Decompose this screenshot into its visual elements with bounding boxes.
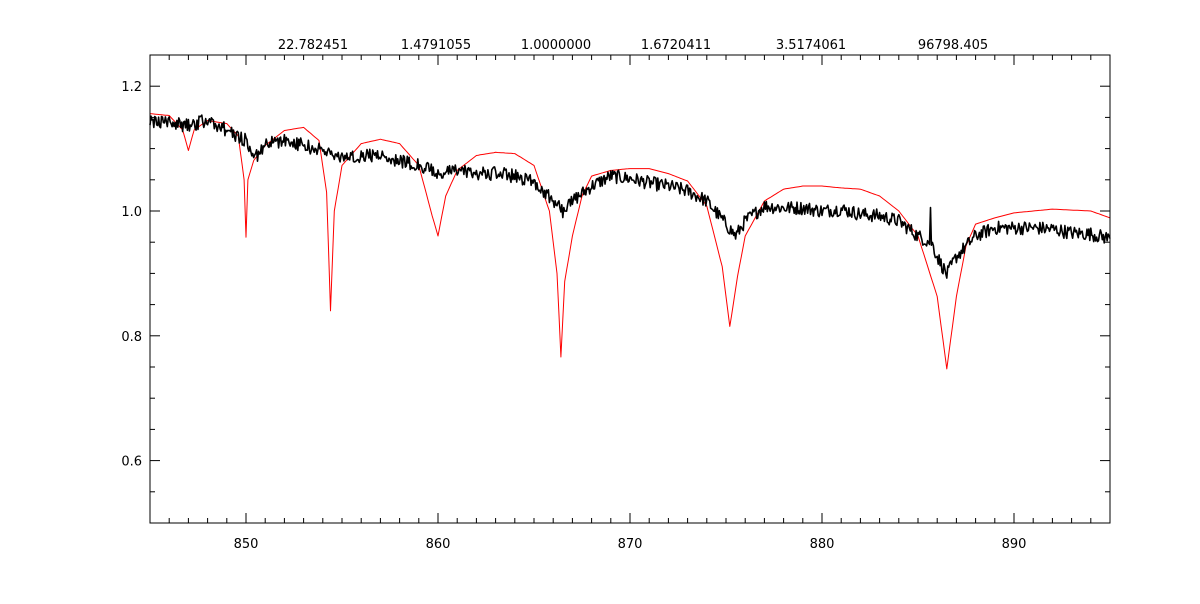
y-tick-label: 1.2 — [121, 80, 142, 95]
axes: 850 860 870 880 890 0.6 0.8 1.0 1.2 — [121, 54, 1111, 552]
title-value-6: 96798.405 — [918, 38, 988, 53]
title-value-3: 1.0000000 — [521, 38, 591, 53]
x-tick-label: 870 — [618, 537, 643, 552]
y-tick-label: 0.8 — [121, 330, 142, 345]
y-tick-label: 0.6 — [121, 455, 142, 470]
series-group — [149, 113, 1111, 370]
x-tick-label: 850 — [234, 537, 259, 552]
title-value-5: 3.5174061 — [776, 38, 846, 53]
y-tick-label: 1.0 — [121, 205, 142, 220]
title-value-2: 1.4791055 — [401, 38, 471, 53]
observed-spectrum-line — [149, 114, 1111, 279]
x-tick-label: 890 — [1002, 537, 1027, 552]
x-tick-label: 860 — [426, 537, 451, 552]
plot-frame — [149, 54, 1111, 524]
model-spectrum-line — [149, 113, 1111, 370]
title-value-4: 1.6720411 — [641, 38, 711, 53]
chart-title: 22.782451 1.4791055 1.0000000 1.6720411 … — [278, 38, 988, 53]
x-tick-label: 880 — [810, 537, 835, 552]
title-value-1: 22.782451 — [278, 38, 348, 53]
